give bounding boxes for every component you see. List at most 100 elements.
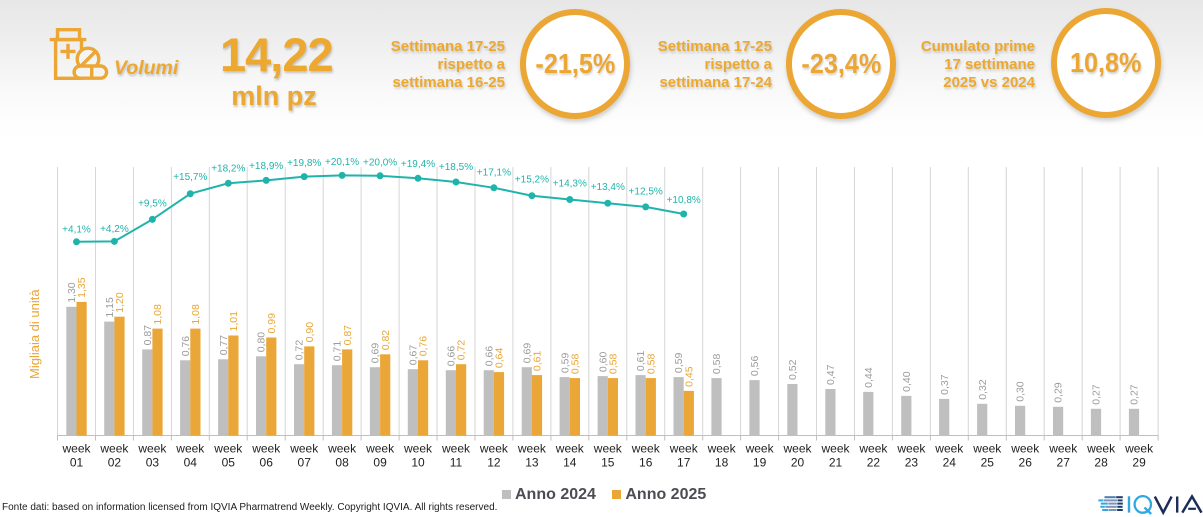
svg-text:0,87: 0,87	[342, 325, 354, 346]
svg-text:27: 27	[1057, 456, 1071, 470]
svg-text:0,99: 0,99	[266, 313, 278, 334]
svg-text:week: week	[289, 442, 319, 456]
svg-text:+10,8%: +10,8%	[667, 195, 701, 206]
svg-text:24: 24	[943, 456, 957, 470]
svg-text:week: week	[479, 442, 509, 456]
svg-text:15: 15	[601, 456, 615, 470]
svg-text:1,01: 1,01	[228, 311, 240, 332]
svg-text:week: week	[934, 442, 964, 456]
svg-text:week: week	[251, 442, 281, 456]
svg-text:0,27: 0,27	[1091, 384, 1103, 405]
svg-text:week: week	[175, 442, 205, 456]
svg-text:+15,2%: +15,2%	[515, 175, 549, 186]
svg-text:week: week	[669, 442, 699, 456]
svg-text:1,30: 1,30	[66, 282, 78, 303]
svg-text:0,69: 0,69	[521, 343, 533, 364]
svg-text:0,37: 0,37	[939, 374, 951, 395]
svg-text:week: week	[365, 442, 395, 456]
svg-text:0,77: 0,77	[218, 335, 230, 356]
svg-text:0,80: 0,80	[256, 332, 268, 353]
svg-text:0,29: 0,29	[1053, 382, 1065, 403]
svg-text:0,45: 0,45	[683, 366, 695, 387]
svg-text:week: week	[441, 442, 471, 456]
svg-text:week: week	[1086, 442, 1116, 456]
svg-text:+12,5%: +12,5%	[629, 186, 663, 197]
svg-text:0,76: 0,76	[418, 336, 430, 357]
svg-text:week: week	[137, 442, 167, 456]
svg-text:week: week	[593, 442, 623, 456]
svg-text:10: 10	[411, 456, 425, 470]
svg-text:0,32: 0,32	[977, 379, 989, 400]
svg-text:23: 23	[905, 456, 919, 470]
svg-text:0,67: 0,67	[408, 345, 420, 366]
svg-text:+17,1%: +17,1%	[477, 167, 511, 178]
svg-text:17: 17	[677, 456, 691, 470]
svg-text:+4,1%: +4,1%	[62, 224, 91, 235]
svg-text:+18,9%: +18,9%	[249, 161, 283, 172]
svg-text:18: 18	[715, 456, 729, 470]
svg-text:25: 25	[981, 456, 995, 470]
svg-text:0,69: 0,69	[370, 343, 382, 364]
svg-text:0,61: 0,61	[532, 351, 544, 372]
svg-text:0,61: 0,61	[635, 351, 647, 372]
svg-text:0,66: 0,66	[483, 346, 495, 367]
svg-text:1,20: 1,20	[114, 292, 126, 313]
svg-text:week: week	[745, 442, 775, 456]
svg-text:week: week	[99, 442, 129, 456]
svg-text:week: week	[972, 442, 1002, 456]
svg-text:week: week	[213, 442, 243, 456]
svg-text:0,52: 0,52	[787, 359, 799, 380]
svg-text:0,90: 0,90	[304, 322, 316, 343]
svg-text:+15,7%: +15,7%	[173, 172, 207, 183]
svg-text:0,58: 0,58	[570, 354, 582, 375]
svg-text:0,30: 0,30	[1015, 381, 1027, 402]
svg-text:09: 09	[373, 456, 387, 470]
svg-text:week: week	[1010, 442, 1040, 456]
svg-text:week: week	[1124, 442, 1154, 456]
svg-text:0,71: 0,71	[332, 341, 344, 362]
svg-text:08: 08	[335, 456, 349, 470]
svg-text:0,58: 0,58	[645, 354, 657, 375]
svg-text:week: week	[820, 442, 850, 456]
svg-text:0,44: 0,44	[863, 367, 875, 388]
svg-text:+14,3%: +14,3%	[553, 179, 587, 190]
svg-text:0,27: 0,27	[1129, 384, 1141, 405]
svg-text:1,35: 1,35	[76, 277, 88, 298]
svg-text:22: 22	[867, 456, 881, 470]
svg-text:04: 04	[184, 456, 198, 470]
svg-text:1,15: 1,15	[104, 297, 116, 318]
svg-text:+4,2%: +4,2%	[100, 224, 129, 235]
svg-text:0,66: 0,66	[446, 346, 458, 367]
svg-text:0,87: 0,87	[142, 325, 154, 346]
svg-text:0,59: 0,59	[673, 353, 685, 374]
svg-text:29: 29	[1132, 456, 1146, 470]
svg-text:05: 05	[222, 456, 236, 470]
svg-text:0,72: 0,72	[294, 340, 306, 361]
svg-text:week: week	[707, 442, 737, 456]
svg-text:week: week	[555, 442, 585, 456]
svg-text:+20,0%: +20,0%	[363, 157, 397, 168]
svg-text:+18,5%: +18,5%	[439, 162, 473, 173]
svg-text:week: week	[896, 442, 926, 456]
svg-text:week: week	[631, 442, 661, 456]
svg-text:week: week	[61, 442, 91, 456]
svg-text:+20,1%: +20,1%	[325, 157, 359, 168]
svg-text:0,60: 0,60	[597, 352, 609, 373]
svg-text:0,58: 0,58	[608, 354, 620, 375]
svg-text:week: week	[327, 442, 357, 456]
svg-text:+13,4%: +13,4%	[591, 182, 625, 193]
svg-text:0,82: 0,82	[380, 330, 392, 351]
svg-text:Migliaia di unità: Migliaia di unità	[27, 289, 42, 379]
svg-text:0,59: 0,59	[559, 353, 571, 374]
svg-text:+19,4%: +19,4%	[401, 159, 435, 170]
svg-text:0,40: 0,40	[901, 371, 913, 392]
svg-text:+9,5%: +9,5%	[138, 198, 167, 209]
svg-text:03: 03	[146, 456, 160, 470]
svg-text:1,08: 1,08	[152, 304, 164, 325]
svg-text:1,08: 1,08	[190, 304, 202, 325]
svg-text:0,64: 0,64	[494, 348, 506, 369]
svg-text:19: 19	[753, 456, 767, 470]
svg-text:16: 16	[639, 456, 653, 470]
svg-text:20: 20	[791, 456, 805, 470]
svg-text:week: week	[1048, 442, 1078, 456]
